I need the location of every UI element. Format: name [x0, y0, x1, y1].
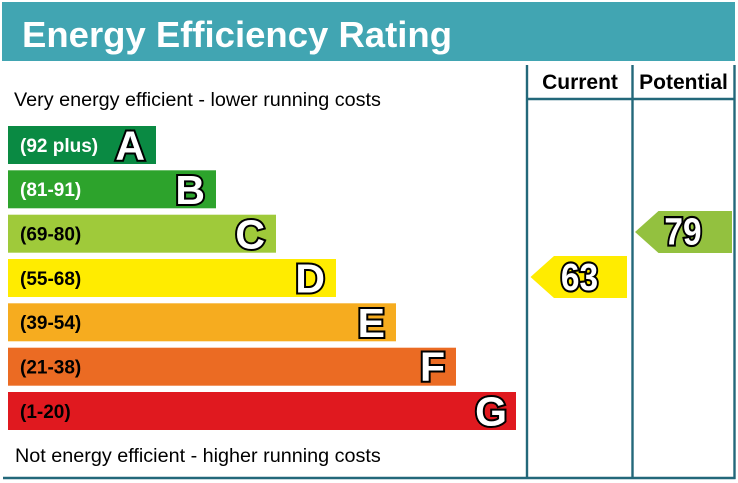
svg-text:Very energy efficient - lower: Very energy efficient - lower running co…: [14, 89, 381, 111]
svg-text:G: G: [475, 389, 507, 435]
svg-text:E: E: [358, 300, 385, 346]
svg-text:Current: Current: [542, 71, 618, 94]
svg-text:63: 63: [561, 256, 598, 298]
svg-text:(55-68): (55-68): [20, 269, 81, 290]
svg-text:F: F: [420, 344, 445, 390]
svg-text:Energy Efficiency Rating: Energy Efficiency Rating: [22, 14, 452, 55]
svg-text:A: A: [115, 123, 145, 169]
svg-text:(69-80): (69-80): [20, 225, 81, 246]
svg-text:(92 plus): (92 plus): [20, 136, 98, 157]
svg-text:(1-20): (1-20): [20, 402, 71, 423]
svg-text:(21-38): (21-38): [20, 358, 81, 379]
svg-text:C: C: [235, 211, 265, 257]
svg-text:Not energy efficient - higher: Not energy efficient - higher running co…: [15, 445, 381, 467]
svg-text:79: 79: [664, 211, 701, 253]
svg-text:D: D: [295, 256, 325, 302]
svg-text:(81-91): (81-91): [20, 180, 81, 201]
svg-text:B: B: [175, 167, 205, 213]
svg-text:(39-54): (39-54): [20, 313, 81, 334]
svg-text:Potential: Potential: [639, 71, 728, 94]
